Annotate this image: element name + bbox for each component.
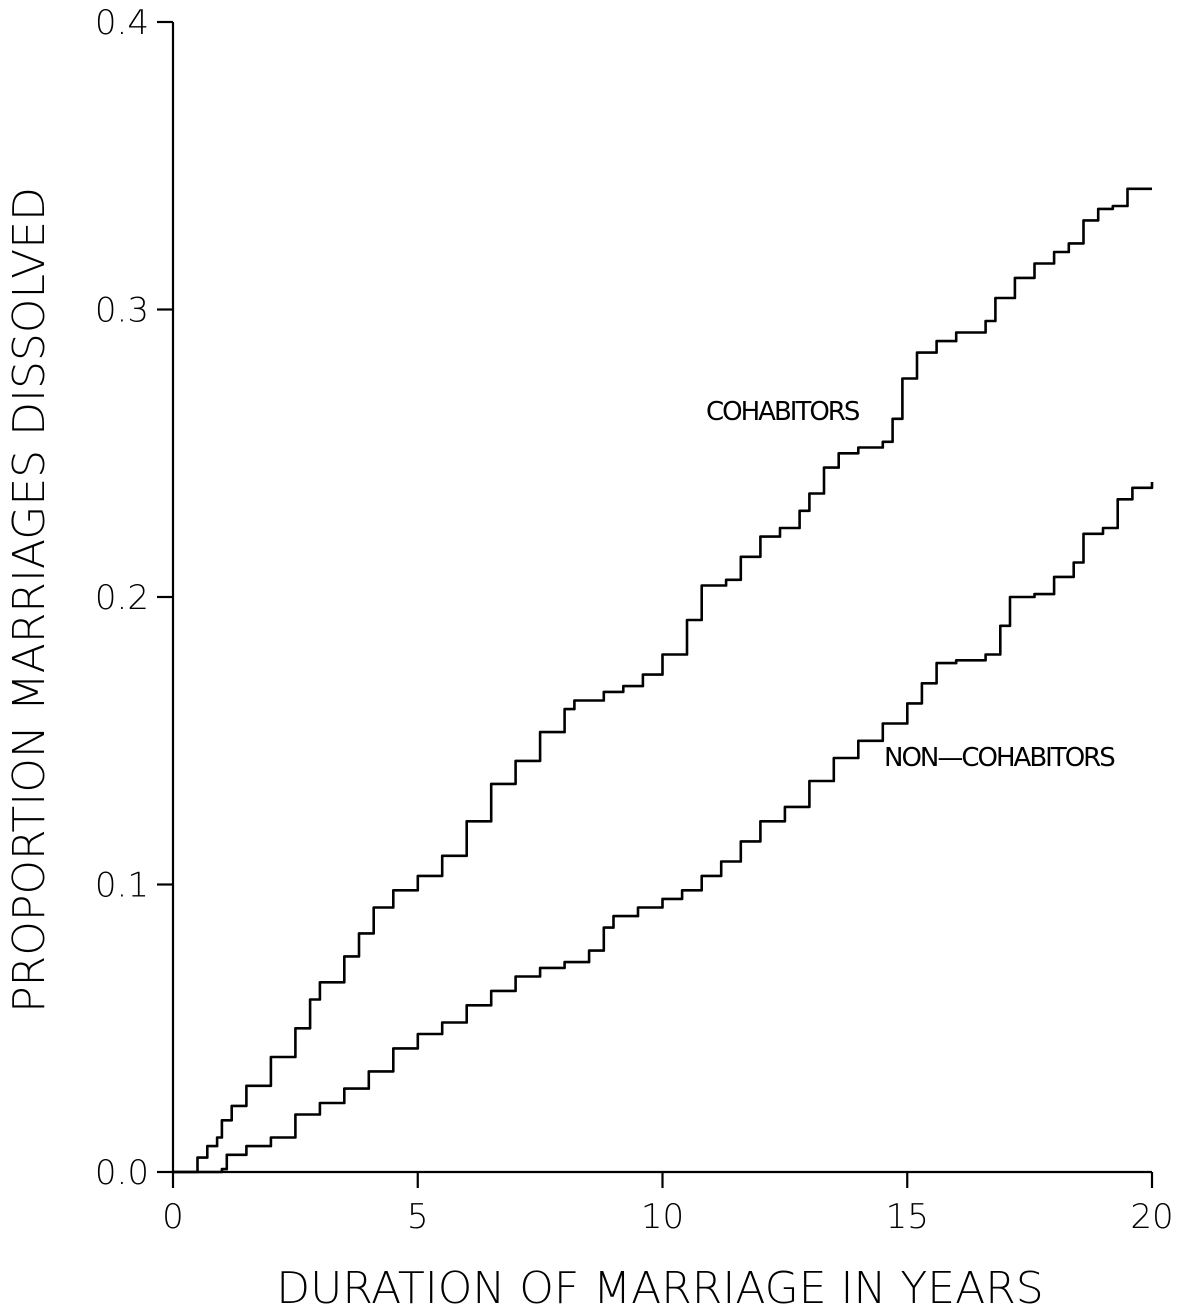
y-axis-title: PROPORTION MARRIAGES DISSOLVED [4, 187, 55, 1013]
x-tick-label: 5 [407, 1197, 429, 1237]
y-tick-label: 0.0 [95, 1153, 149, 1193]
series-label-cohabitors: COHABITORS [706, 397, 860, 427]
x-tick-label: 15 [886, 1197, 929, 1237]
series-lines [173, 187, 1154, 1174]
series-line-non-cohabitors [173, 482, 1154, 1174]
y-tick-label: 0.2 [95, 578, 149, 618]
x-axis-title: DURATION OF MARRIAGE IN YEARS [276, 1263, 1043, 1314]
y-tick-label: 0.3 [95, 291, 149, 331]
x-tick-label: 20 [1130, 1197, 1173, 1237]
x-tick-label: 10 [641, 1197, 684, 1237]
axes: 0.0 0.1 0.2 0.3 0.4 0 5 10 15 20 [95, 3, 1174, 1237]
series-line-cohabitors [173, 187, 1152, 1174]
series-label-non-cohabitors: NON—COHABITORS [884, 743, 1115, 773]
y-tick-label: 0.1 [95, 866, 149, 906]
series-labels: COHABITORS NON—COHABITORS [706, 397, 1117, 773]
y-tick-label: 0.4 [95, 3, 149, 43]
x-tick-label: 0 [162, 1197, 184, 1237]
